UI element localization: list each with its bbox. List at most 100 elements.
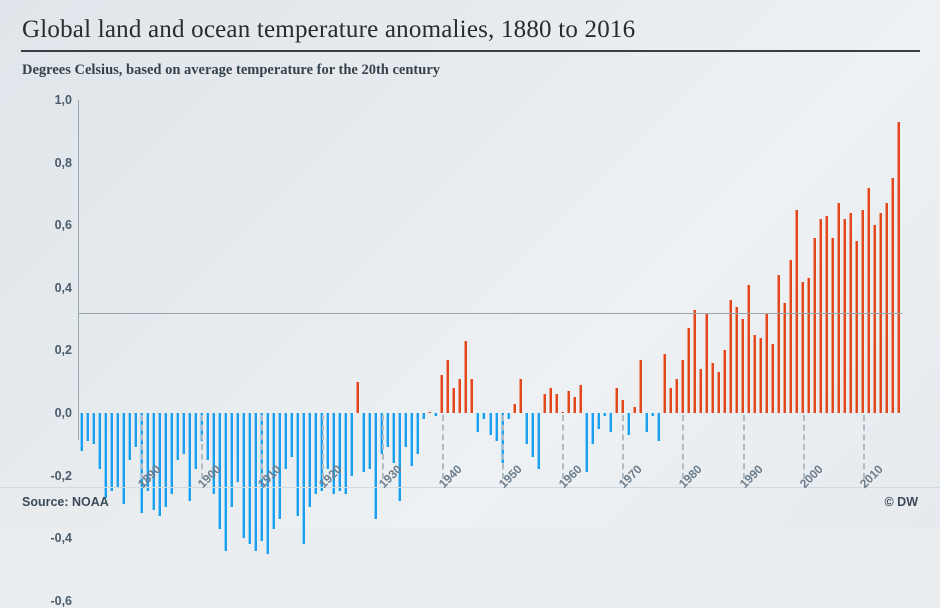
bar [350,413,353,476]
bar [729,300,732,413]
bar [531,413,534,457]
bar [579,384,582,413]
bar [735,306,738,413]
bar [314,413,317,495]
bar [651,413,654,417]
bar [765,312,768,413]
bar [843,218,846,413]
bar [446,359,449,413]
bar [753,334,756,413]
bar [320,413,323,492]
bar [428,412,431,413]
bar [464,341,467,413]
bar [176,413,179,460]
decade-gridline [442,415,444,479]
bar [699,369,702,413]
bar [717,372,720,413]
decade-gridline [201,415,203,479]
bar [525,413,528,445]
bar [206,413,209,460]
y-axis-tick: -0,4 [50,531,72,546]
bar [266,413,269,554]
bar [338,413,341,492]
footer-divider [0,487,940,488]
bar [561,412,564,413]
bar [867,187,870,413]
bar [296,413,299,517]
bar [819,218,822,413]
bar [452,387,455,413]
bar [597,413,600,429]
bar [567,391,570,413]
bar [386,413,389,448]
bar [747,284,750,413]
bar [134,413,137,448]
y-axis-tick: 0,6 [54,218,72,233]
y-axis-tick: 0,2 [54,343,72,358]
bar [458,378,461,413]
bar [627,413,630,435]
bar [194,413,197,470]
bar [410,413,413,467]
bar [489,413,492,435]
bar [242,413,245,539]
bar [621,400,624,413]
bar [128,413,131,460]
y-axis-tick: 0,0 [54,406,72,420]
bar [398,413,401,501]
bar [585,413,588,473]
bar [110,413,113,492]
bar [609,413,612,432]
bar [104,413,107,498]
bar [777,275,780,413]
decade-gridline [562,415,564,479]
decade-gridline [803,415,805,479]
bar [861,209,864,413]
bar [434,413,437,417]
bar [482,413,485,420]
decade-gridline [261,415,263,479]
bar [164,413,167,507]
bar [152,413,155,511]
bar [825,215,828,413]
bar [302,413,305,545]
decade-gridline [743,415,745,479]
decade-gridline [622,415,624,479]
bar [188,413,191,501]
bar [543,394,546,413]
bar [771,344,774,413]
bar [170,413,173,495]
bar [392,413,395,464]
bar [537,413,540,470]
bar [723,350,726,413]
bar [230,413,233,507]
bar [897,121,900,413]
bar [873,225,876,413]
bar [344,413,347,495]
bar [182,413,185,454]
bar [681,359,684,413]
zero-baseline [78,313,902,314]
bar [519,378,522,413]
bar [416,413,419,454]
bar [879,212,882,413]
bar [290,413,293,457]
y-axis-tick: 0,8 [54,155,72,170]
bar [98,413,101,470]
bar [92,413,95,445]
bar [795,209,798,413]
decade-gridline [502,415,504,479]
bar [368,413,371,470]
y-axis-line [78,100,79,440]
bar [615,387,618,413]
bar [831,237,834,413]
decade-gridline [141,415,143,479]
chart-subtitle: Degrees Celsius, based on average temper… [22,62,441,78]
bar [470,378,473,413]
bar [476,413,479,432]
bar [254,413,257,551]
bar [849,212,852,413]
bar [837,203,840,413]
y-axis-tick: 1,0 [54,93,72,107]
